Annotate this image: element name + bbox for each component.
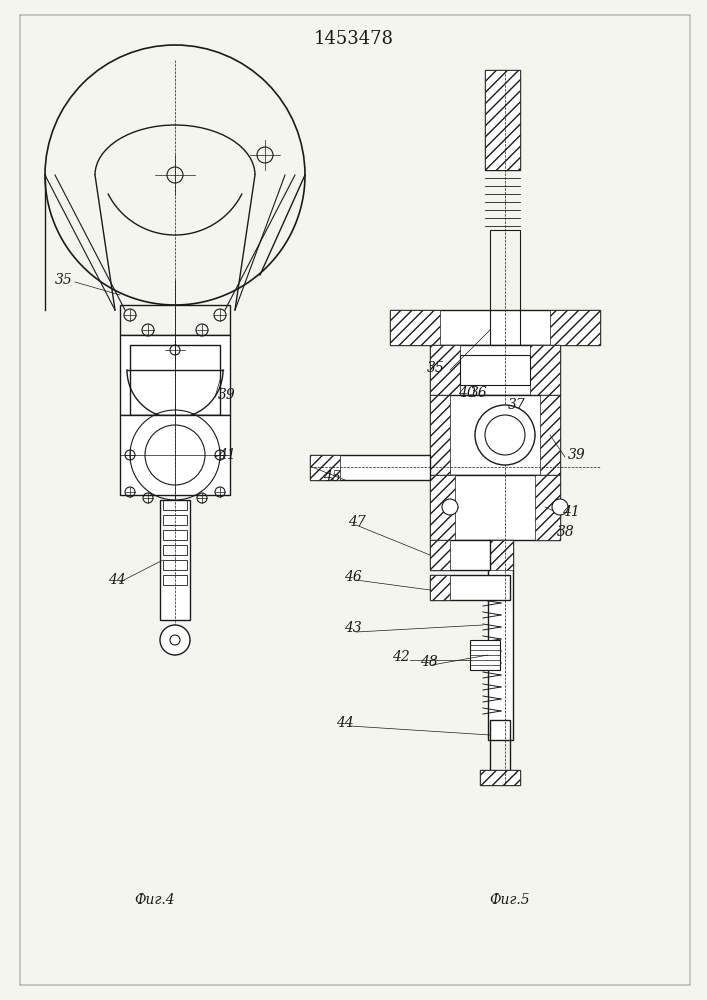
Text: Фиг.4: Фиг.4 <box>135 893 175 907</box>
Circle shape <box>160 625 190 655</box>
Text: Фиг.5: Фиг.5 <box>490 893 530 907</box>
Text: 42: 42 <box>392 650 410 664</box>
Bar <box>480 770 520 785</box>
Bar <box>485 70 520 170</box>
Bar <box>488 540 513 570</box>
Bar <box>430 575 510 600</box>
Bar <box>490 720 510 780</box>
Bar <box>530 345 560 395</box>
Text: 40: 40 <box>458 386 476 400</box>
Bar <box>130 345 220 415</box>
Bar <box>163 560 187 570</box>
Text: 44: 44 <box>336 716 354 730</box>
Text: 35: 35 <box>55 273 73 287</box>
Bar <box>488 540 513 740</box>
Bar <box>430 540 490 570</box>
Bar <box>163 515 187 525</box>
Bar <box>390 310 600 345</box>
Bar <box>390 310 440 345</box>
Bar <box>120 415 230 495</box>
Bar <box>310 455 430 480</box>
Text: 1453478: 1453478 <box>313 30 394 48</box>
Bar <box>430 345 560 395</box>
Bar <box>480 770 520 785</box>
Bar <box>120 335 230 415</box>
Text: 46: 46 <box>344 570 362 584</box>
Text: 38: 38 <box>557 525 575 539</box>
Bar <box>550 310 600 345</box>
Text: 45: 45 <box>323 470 341 484</box>
Text: 41: 41 <box>562 505 580 519</box>
Bar <box>163 500 187 510</box>
Text: 39: 39 <box>218 388 235 402</box>
Circle shape <box>475 405 535 465</box>
Bar <box>163 530 187 540</box>
Text: 41: 41 <box>218 448 235 462</box>
Bar <box>310 455 340 480</box>
Bar <box>430 475 560 540</box>
Text: 37: 37 <box>508 398 526 412</box>
Text: 39: 39 <box>568 448 586 462</box>
Text: 35: 35 <box>427 361 445 375</box>
Bar <box>535 475 560 540</box>
Bar <box>163 575 187 585</box>
Bar <box>160 500 190 620</box>
Text: 44: 44 <box>108 573 126 587</box>
Text: 43: 43 <box>344 621 362 635</box>
Bar <box>460 355 530 385</box>
Bar <box>430 575 450 600</box>
Text: 47: 47 <box>348 515 366 529</box>
Bar <box>430 540 450 570</box>
Bar <box>490 230 520 480</box>
Bar <box>485 70 520 170</box>
Circle shape <box>552 499 568 515</box>
Circle shape <box>442 499 458 515</box>
Text: 36: 36 <box>470 386 488 400</box>
Bar <box>120 305 230 335</box>
Bar <box>430 395 450 475</box>
Bar <box>470 640 500 670</box>
Bar <box>430 345 460 395</box>
Bar <box>430 395 560 475</box>
Bar <box>163 545 187 555</box>
Bar <box>540 395 560 475</box>
Text: 48: 48 <box>420 655 438 669</box>
Bar <box>430 475 455 540</box>
